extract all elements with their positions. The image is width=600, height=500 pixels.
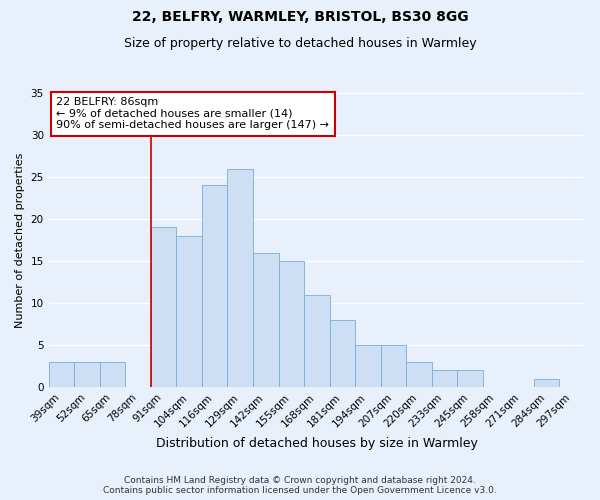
Bar (100, 362, 125, 387)
Text: Size of property relative to detached houses in Warmley: Size of property relative to detached ho… (124, 38, 476, 51)
Bar (534, 378, 559, 387)
Bar (176, 236, 202, 387)
Y-axis label: Number of detached properties: Number of detached properties (15, 152, 25, 328)
Bar (432, 370, 457, 387)
Bar (457, 370, 483, 387)
Bar (380, 345, 406, 387)
Text: Contains HM Land Registry data © Crown copyright and database right 2024.
Contai: Contains HM Land Registry data © Crown c… (103, 476, 497, 495)
Bar (278, 261, 304, 387)
X-axis label: Distribution of detached houses by size in Warmley: Distribution of detached houses by size … (156, 437, 478, 450)
Text: 22, BELFRY, WARMLEY, BRISTOL, BS30 8GG: 22, BELFRY, WARMLEY, BRISTOL, BS30 8GG (131, 10, 469, 24)
Bar (202, 186, 227, 387)
Bar (329, 320, 355, 387)
Bar (406, 362, 432, 387)
Bar (227, 168, 253, 387)
Bar (304, 294, 329, 387)
Bar (355, 345, 380, 387)
Bar (151, 228, 176, 387)
Text: 22 BELFRY: 86sqm
← 9% of detached houses are smaller (14)
90% of semi-detached h: 22 BELFRY: 86sqm ← 9% of detached houses… (56, 97, 329, 130)
Bar (49, 362, 74, 387)
Bar (253, 252, 278, 387)
Bar (74, 362, 100, 387)
